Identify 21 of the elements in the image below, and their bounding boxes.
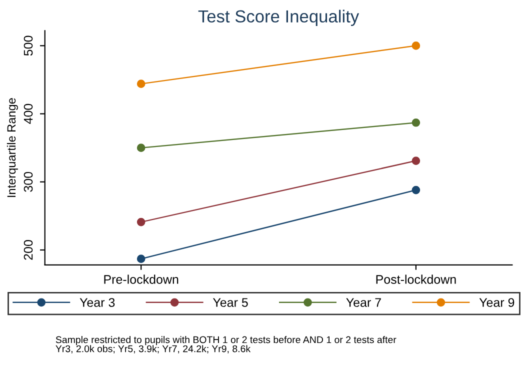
- x-tick-label: Pre-lockdown: [104, 274, 178, 284]
- text: Sample restricted to pupils with BOTH 1 or 2 tests before AND 1 or 2 tests after Yr3, 2.0k obs; Yr5, 3.9k; Yr7, 24.2k; Yr9, 8.6k: [56, 336, 396, 354]
- point: [412, 42, 420, 50]
- y-tick-label: 500: [24, 36, 33, 56]
- x-tick-label: Post-lockdown: [376, 274, 456, 284]
- legend-label: Year 9: [479, 298, 514, 307]
- y-tick-label: 300: [24, 172, 33, 192]
- chart-title: Test Score Inequality: [198, 10, 360, 26]
- y-tick-label: 200: [24, 240, 33, 260]
- point: [136, 80, 146, 88]
- point: [412, 118, 420, 127]
- y-axis-title: Interquartile Range: [6, 98, 18, 197]
- point: [412, 186, 420, 194]
- point: [412, 156, 420, 165]
- legend-label: Year 5: [212, 298, 248, 307]
- y-tick-label: 400: [24, 104, 33, 124]
- point: [136, 254, 146, 263]
- point: [136, 218, 146, 226]
- point: [136, 144, 146, 152]
- legend-label: Year 7: [346, 298, 381, 307]
- legend-label: Year 3: [80, 298, 115, 307]
